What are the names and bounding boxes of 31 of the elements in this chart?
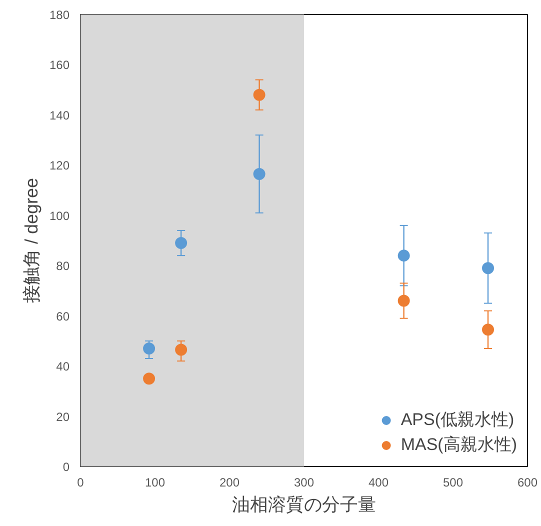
point	[143, 372, 156, 385]
y-tick-label: 140	[49, 108, 70, 122]
point	[175, 344, 188, 356]
x-tick-label: 300	[294, 476, 314, 490]
y-axis-title: 接触角 / degree	[21, 178, 42, 304]
x-tick-label: 600	[517, 476, 538, 490]
y-tick-label: 40	[56, 360, 70, 374]
point	[143, 342, 156, 354]
y-tick-label: 160	[49, 58, 70, 72]
point	[253, 88, 266, 101]
x-tick-label: 100	[144, 476, 166, 490]
x-tick-label: 500	[442, 476, 464, 490]
point	[482, 262, 494, 274]
point	[175, 237, 188, 249]
point	[253, 168, 266, 180]
y-tick-label: 60	[56, 309, 70, 324]
legend-label: MAS(高親水性)	[400, 434, 517, 456]
x-tick-label: 400	[368, 476, 389, 490]
x-axis-title: 油相溶質の分子量	[232, 494, 376, 514]
y-tick-label: 20	[56, 410, 70, 424]
y-tick-label: 100	[49, 208, 70, 223]
legend-label: APS(低親水性)	[400, 409, 514, 431]
point	[482, 324, 494, 336]
y-tick-label: 180	[49, 8, 70, 22]
y-tick-label: 80	[56, 259, 70, 274]
x-tick-label: 0	[77, 476, 84, 490]
y-tick-label: 0	[62, 460, 70, 474]
point	[398, 250, 410, 262]
y-tick-label: 120	[49, 158, 70, 173]
x-tick-label: 200	[219, 476, 240, 490]
point	[398, 294, 410, 307]
